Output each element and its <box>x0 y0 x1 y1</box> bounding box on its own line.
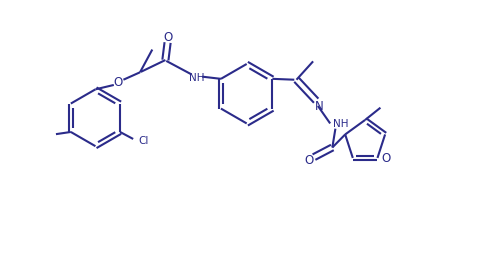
Text: O: O <box>380 152 389 165</box>
Text: N: N <box>315 99 324 112</box>
Text: Cl: Cl <box>138 135 148 145</box>
Text: O: O <box>113 76 122 89</box>
Text: O: O <box>304 154 313 167</box>
Text: NH: NH <box>189 72 204 82</box>
Text: O: O <box>163 31 172 44</box>
Text: NH: NH <box>333 118 348 128</box>
